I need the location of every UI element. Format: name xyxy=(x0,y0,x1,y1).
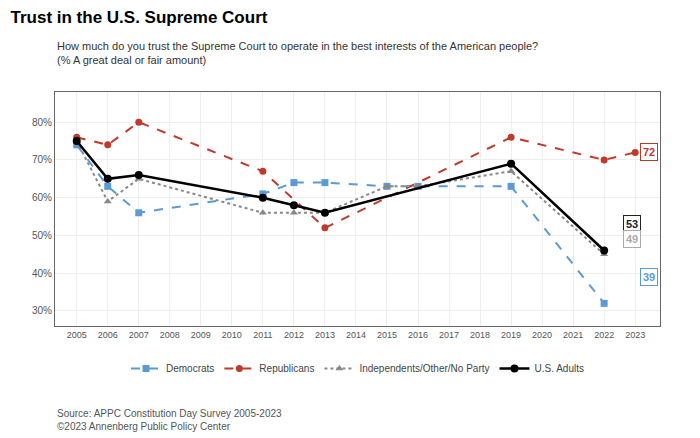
svg-text:30%: 30% xyxy=(32,305,52,316)
svg-text:2013: 2013 xyxy=(315,330,335,340)
svg-text:2007: 2007 xyxy=(129,330,149,340)
svg-text:72: 72 xyxy=(643,146,655,158)
svg-text:2023: 2023 xyxy=(625,330,645,340)
svg-text:2011: 2011 xyxy=(253,330,272,340)
svg-text:40%: 40% xyxy=(32,268,52,279)
svg-text:2022: 2022 xyxy=(594,330,614,340)
svg-text:Independents/Other/No Party: Independents/Other/No Party xyxy=(359,363,489,374)
svg-text:60%: 60% xyxy=(32,192,52,203)
svg-text:U.S. Adults: U.S. Adults xyxy=(534,363,583,374)
svg-text:2015: 2015 xyxy=(377,330,397,340)
svg-text:2019: 2019 xyxy=(501,330,521,340)
svg-text:2009: 2009 xyxy=(191,330,211,340)
svg-text:2012: 2012 xyxy=(284,330,304,340)
svg-text:2010: 2010 xyxy=(222,330,242,340)
svg-text:50%: 50% xyxy=(32,230,52,241)
svg-text:2018: 2018 xyxy=(470,330,490,340)
svg-text:Source: APPC Constitution Day: Source: APPC Constitution Day Survey 200… xyxy=(57,408,282,432)
svg-text:Trust in the U.S. Supreme Cour: Trust in the U.S. Supreme Court xyxy=(11,8,268,27)
svg-text:2006: 2006 xyxy=(98,330,118,340)
svg-text:53: 53 xyxy=(626,218,638,230)
svg-text:70%: 70% xyxy=(32,154,52,165)
svg-text:80%: 80% xyxy=(32,117,52,128)
svg-text:49: 49 xyxy=(626,233,638,245)
svg-text:39: 39 xyxy=(643,271,655,283)
svg-text:2017: 2017 xyxy=(439,330,459,340)
svg-text:2005: 2005 xyxy=(67,330,87,340)
svg-text:2021: 2021 xyxy=(563,330,583,340)
svg-text:2020: 2020 xyxy=(532,330,552,340)
svg-text:Republicans: Republicans xyxy=(259,363,314,374)
svg-text:2016: 2016 xyxy=(408,330,428,340)
svg-text:2014: 2014 xyxy=(346,330,366,340)
svg-text:Democrats: Democrats xyxy=(166,363,214,374)
svg-text:How much do you trust the Supr: How much do you trust the Supreme Court … xyxy=(57,40,538,66)
svg-text:2008: 2008 xyxy=(160,330,180,340)
